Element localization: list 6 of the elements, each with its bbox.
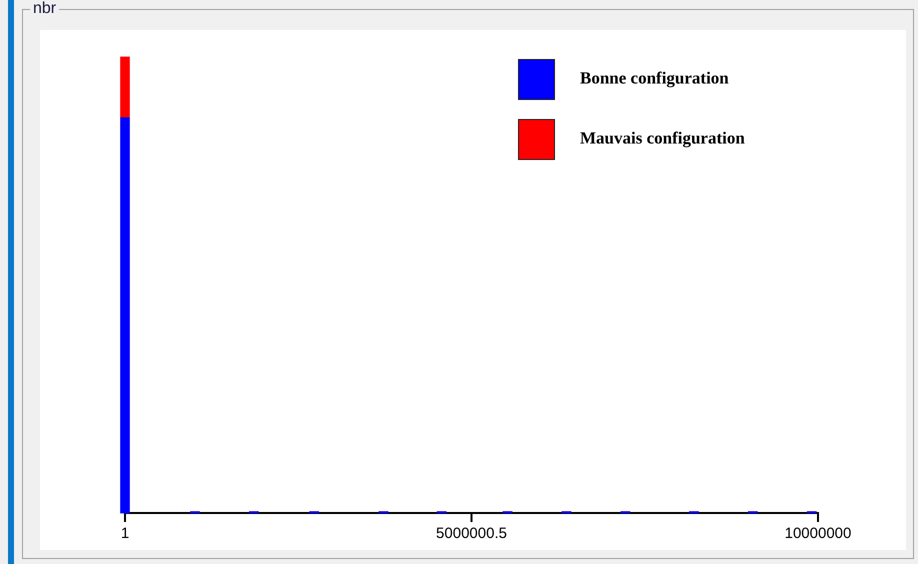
legend-label: Mauvais configuration [580,128,746,148]
x-tick-label: 5000000.5 [436,525,507,542]
legend-label: Bonne configuration [580,68,730,88]
x-tick-label: 1 [120,525,130,542]
chart-title: nbr [30,0,60,18]
x-tick-label: 10000000 [784,525,852,542]
